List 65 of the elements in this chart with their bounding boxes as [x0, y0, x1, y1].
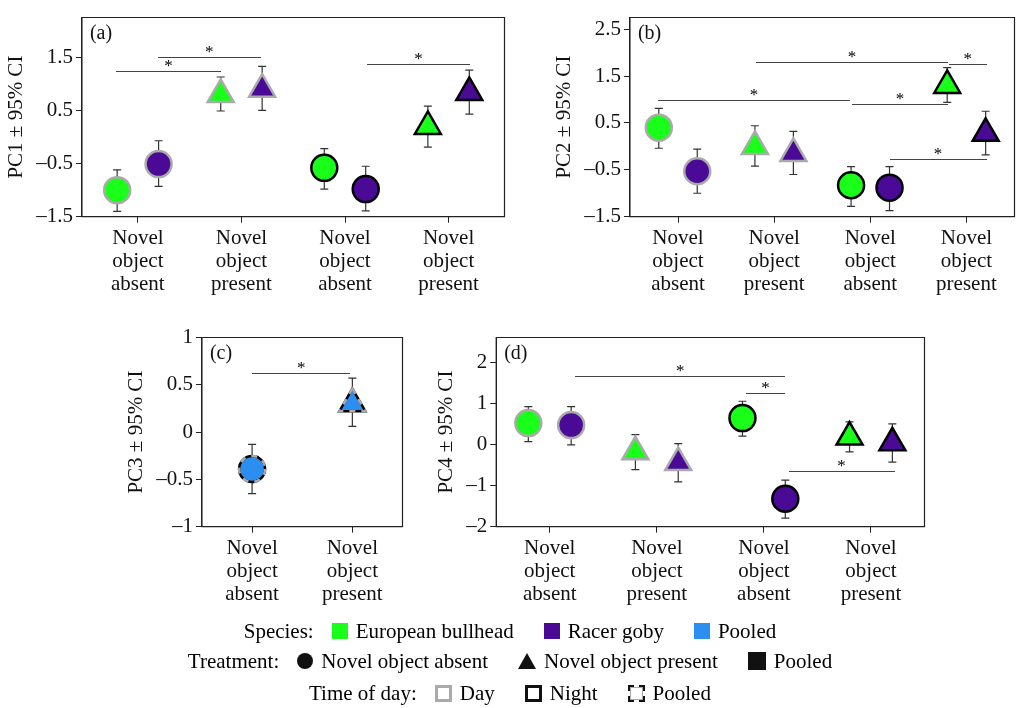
y-tick-label: 1.5: [46, 43, 73, 68]
x-tick-label: Novel object present: [936, 224, 997, 295]
x-tick-label: Novel object present: [626, 534, 688, 605]
annotation: *: [749, 84, 759, 104]
text: Pooled: [717, 618, 777, 644]
y-tick-label: –1: [170, 513, 193, 538]
text: Day: [459, 680, 495, 706]
text: Pooled: [773, 648, 833, 674]
annotation: *: [676, 360, 685, 380]
legend-title: Species:: [243, 618, 314, 644]
y-axis-title: PC1 ± 95% CI: [3, 55, 28, 179]
y-tick-label: 1: [476, 389, 488, 414]
x-tick-label: Novel object absent: [843, 224, 898, 295]
y-tick-label: –0.5: [155, 465, 193, 490]
y-tick-label: 0: [182, 418, 193, 443]
y-tick-label: –0.5: [583, 156, 621, 181]
x-tick-label: Novel object present: [211, 224, 272, 295]
text: European bullhead: [355, 618, 514, 644]
annotation: *: [164, 55, 173, 75]
y-tick-label: –0.5: [35, 150, 73, 175]
text: Pooled: [652, 680, 711, 706]
y-axis-title: PC4 ± 95% CI: [433, 370, 458, 494]
annotation: *: [761, 377, 770, 397]
y-tick-label: –2: [465, 513, 488, 538]
y-tick-label: 0: [476, 430, 488, 455]
y-tick-label: 0.5: [46, 96, 73, 121]
annotation: *: [963, 48, 973, 68]
x-tick-label: Novel object absent: [651, 224, 705, 295]
y-axis-title: PC3 ± 95% CI: [123, 370, 148, 494]
y-tick-label: 1: [182, 324, 193, 349]
text: Novel object present: [544, 648, 718, 674]
annotation: *: [205, 41, 214, 61]
y-tick-label: –1.5: [35, 203, 73, 228]
y-tick-label: 2.5: [594, 15, 621, 40]
y-axis-title: PC2 ± 95% CI: [551, 55, 576, 179]
chart-title: (d): [504, 340, 528, 364]
y-tick-label: –1.5: [583, 203, 621, 228]
x-tick-label: Novel object absent: [522, 534, 577, 605]
y-tick-label: 0.5: [594, 109, 621, 134]
y-tick-label: –1: [465, 472, 488, 497]
x-tick-label: Novel object absent: [318, 224, 372, 295]
annotation: *: [933, 143, 943, 163]
y-tick-label: 1.5: [594, 62, 621, 87]
x-tick-label: Novel object absent: [737, 534, 791, 605]
x-tick-label: Novel object present: [743, 224, 805, 295]
x-tick-label: Novel object absent: [225, 534, 280, 605]
chart-title: (b): [637, 20, 662, 44]
legend-title: Treatment:: [187, 648, 280, 674]
legend-title: Time of day:: [309, 680, 417, 706]
chart-title: (c): [209, 340, 233, 364]
x-tick-label: Novel object present: [322, 534, 383, 605]
text: Night: [549, 680, 598, 706]
annotation: *: [895, 88, 905, 108]
chart-title: (a): [89, 20, 113, 44]
text: Racer goby: [567, 618, 664, 644]
annotation: *: [837, 455, 846, 475]
x-tick-label: Novel object present: [840, 534, 902, 605]
text: Novel object absent: [321, 648, 489, 674]
y-tick-label: 2: [476, 348, 488, 373]
x-tick-label: Novel object present: [418, 224, 480, 295]
annotation: *: [296, 357, 306, 377]
y-tick-label: 0.5: [166, 371, 193, 396]
annotation: *: [847, 46, 857, 66]
annotation: *: [414, 48, 423, 68]
x-tick-label: Novel object absent: [111, 224, 165, 295]
